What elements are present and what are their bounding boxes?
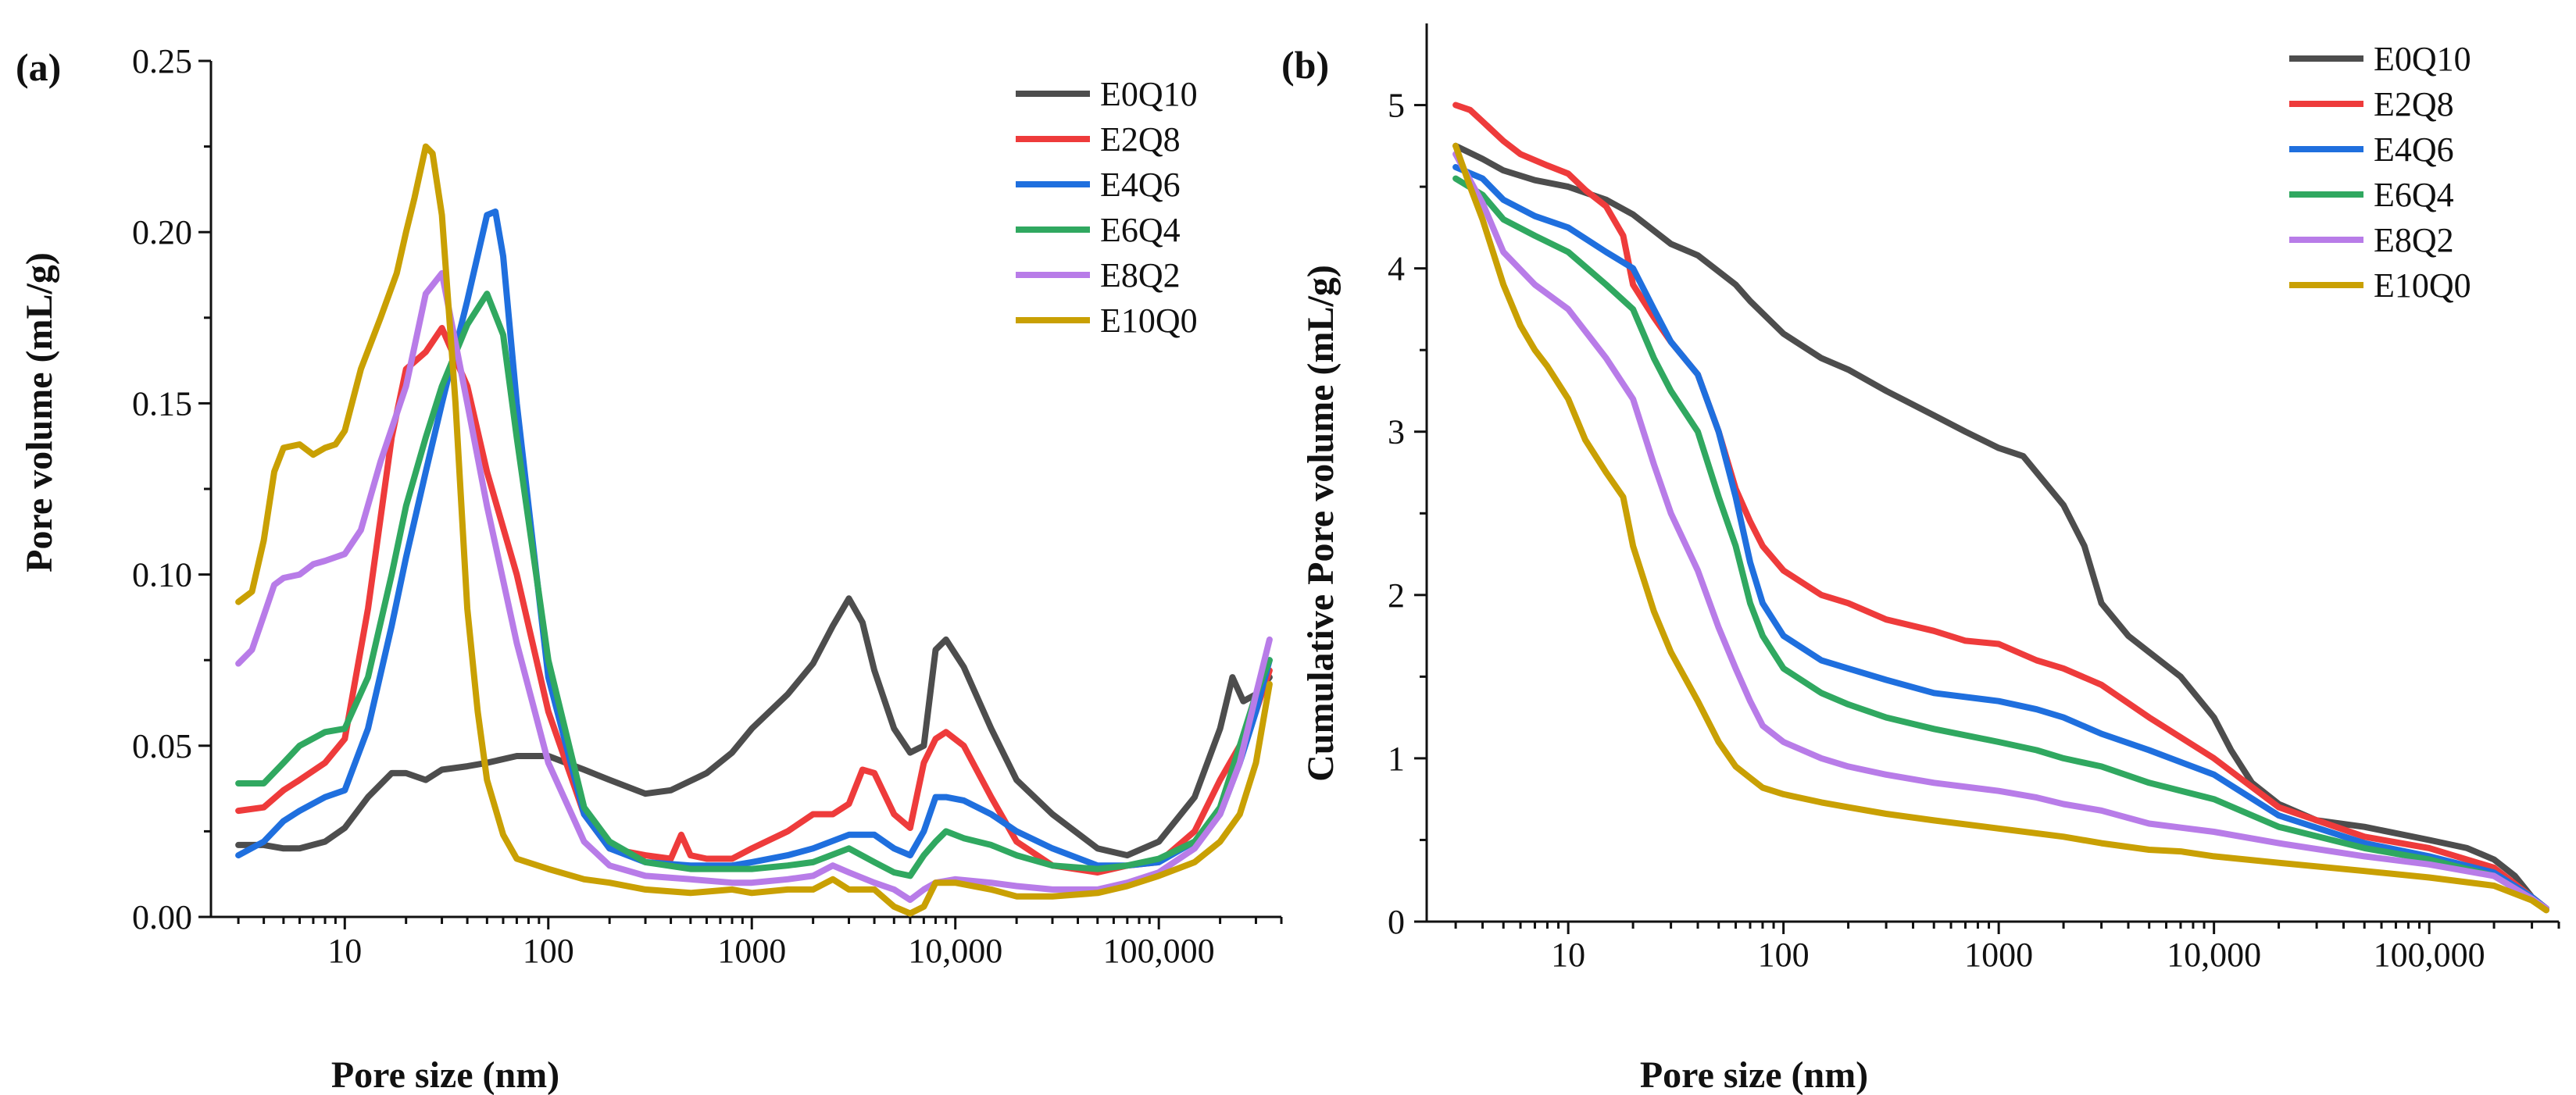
series-line-e10q0 — [1452, 142, 2549, 914]
x-tick-label: 10,000 — [2167, 936, 2261, 974]
legend-label-e8q2: E8Q2 — [1100, 256, 1181, 294]
legend-label-e0q10: E0Q10 — [1100, 75, 1198, 113]
x-tick-label: 100,000 — [1103, 932, 1215, 970]
series-line-e2q8 — [1452, 102, 2549, 912]
series-line-e6q4 — [235, 291, 1273, 879]
series-line-e6q4 — [1452, 175, 2549, 912]
x-tick-label: 100 — [523, 932, 574, 970]
legend-label-e2q8: E2Q8 — [1100, 120, 1181, 159]
panel-b-plot-area — [1452, 102, 2549, 914]
x-tick-label: 10,000 — [908, 932, 1002, 970]
panel-a-label: (a) — [16, 45, 61, 89]
panel-a-x-axis-title: Pore size (nm) — [331, 1054, 559, 1095]
x-tick-label: 100 — [1758, 936, 1810, 974]
series-line-e2q8 — [235, 325, 1273, 876]
x-tick-label: 10 — [1551, 936, 1585, 974]
panel-b-y-axis-title: Cumulative Pore volume (mL/g) — [1300, 265, 1342, 782]
y-tick-label: 3 — [1388, 413, 1405, 451]
series-line-e10q0 — [235, 143, 1273, 917]
y-tick-label: 0.00 — [132, 898, 192, 936]
series-line-e4q6 — [1452, 164, 2549, 912]
series-line-e8q2 — [235, 269, 1273, 904]
y-tick-label: 0 — [1388, 903, 1405, 941]
y-tick-label: 0.25 — [132, 42, 192, 80]
x-tick-label: 1000 — [1964, 936, 2033, 974]
panel-a: (a) Pore size (nm) Pore volume (mL/g) 10… — [16, 42, 1283, 1095]
y-tick-label: 0.20 — [132, 213, 192, 251]
y-tick-label: 2 — [1388, 576, 1405, 615]
panel-a-axes: 10 100 1000 10,000 100,000 0.00 0.05 0.10 0.15 0.… — [132, 42, 1283, 970]
panel-b-label: (b) — [1281, 43, 1329, 87]
y-tick-label: 1 — [1388, 740, 1405, 778]
series-line-e4q6 — [235, 208, 1273, 869]
legend-label-e4q6: E4Q6 — [2374, 130, 2454, 169]
legend-label-e10q0: E10Q0 — [2374, 266, 2471, 305]
y-tick-label: 0.10 — [132, 556, 192, 594]
panel-a-y-axis-title: Pore volume (mL/g) — [19, 252, 60, 572]
panel-b: (b) Pore size (nm) Cumulative Pore volum… — [1281, 23, 2560, 1095]
legend-label-e0q10: E0Q10 — [2374, 40, 2471, 78]
legend-label-e10q0: E10Q0 — [1100, 301, 1198, 340]
series-line-e0q10 — [235, 595, 1273, 859]
y-tick-label: 0.15 — [132, 384, 192, 423]
panel-a-plot-area — [235, 143, 1273, 917]
legend-label-e2q8: E2Q8 — [2374, 85, 2454, 123]
legend-label-e8q2: E8Q2 — [2374, 221, 2454, 259]
y-tick-label: 4 — [1388, 250, 1405, 288]
panel-b-axes: 10 100 1000 10,000 100,000 0 1 2 3 4 5 — [1388, 23, 2560, 974]
legend-label-e6q4: E6Q4 — [1100, 211, 1181, 249]
x-tick-label: 1000 — [717, 932, 786, 970]
series-line-e8q2 — [1452, 151, 2549, 912]
panel-a-legend: E0Q10 E2Q8 E4Q6 E6Q4 E8Q2 E10Q0 — [1016, 75, 1198, 340]
panel-b-legend: E0Q10 E2Q8 E4Q6 E6Q4 E8Q2 E10Q0 — [2289, 40, 2471, 305]
y-tick-label: 0.05 — [132, 727, 192, 765]
x-tick-label: 10 — [327, 932, 362, 970]
legend-label-e6q4: E6Q4 — [2374, 176, 2454, 214]
legend-label-e4q6: E4Q6 — [1100, 166, 1181, 204]
series-line-e0q10 — [1452, 142, 2549, 912]
y-tick-label: 5 — [1388, 87, 1405, 125]
panel-b-x-axis-title: Pore size (nm) — [1640, 1054, 1868, 1095]
x-tick-label: 100,000 — [2374, 936, 2485, 974]
